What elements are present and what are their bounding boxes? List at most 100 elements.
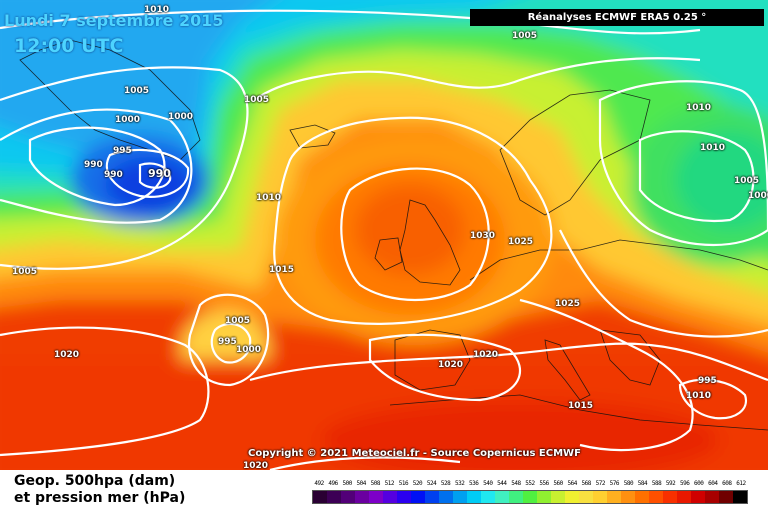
scale-swatch bbox=[313, 491, 327, 503]
isobar-label: 1020 bbox=[54, 350, 80, 360]
scale-label: 548 bbox=[511, 480, 521, 487]
scale-label: 580 bbox=[623, 480, 634, 487]
isobar-lines bbox=[0, 9, 768, 470]
scale-swatch bbox=[383, 491, 397, 503]
isobar-label: 1005 bbox=[734, 176, 760, 186]
scale-label: 592 bbox=[665, 480, 676, 487]
scale-swatch bbox=[481, 491, 495, 503]
scale-label: 528 bbox=[440, 480, 451, 487]
isobar-label: 1010 bbox=[256, 193, 282, 203]
scale-swatch bbox=[467, 491, 481, 503]
scale-label: 500 bbox=[342, 480, 352, 487]
isobar-label: 1025 bbox=[508, 237, 534, 247]
map-time: 12:00 UTC bbox=[14, 35, 124, 57]
isobar-label: 1005 bbox=[225, 316, 251, 326]
scale-label: 552 bbox=[525, 480, 535, 487]
isobar-label: 1015 bbox=[568, 401, 594, 411]
scale-swatch bbox=[397, 491, 411, 503]
scale-swatch bbox=[677, 491, 691, 503]
scale-swatch bbox=[635, 491, 649, 503]
scale-swatch bbox=[663, 491, 677, 503]
isobar-label: 1010 bbox=[144, 5, 170, 15]
scale-swatch bbox=[537, 491, 551, 503]
isobar-label: 1020 bbox=[243, 461, 269, 470]
isobar-label: 1000 bbox=[168, 112, 194, 122]
scale-swatch bbox=[691, 491, 705, 503]
scale-label: 556 bbox=[539, 480, 549, 487]
scale-swatch bbox=[523, 491, 537, 503]
scale-label: 572 bbox=[595, 480, 606, 487]
scale-swatch bbox=[439, 491, 453, 503]
scale-label: 496 bbox=[328, 480, 338, 487]
isobar-label: 990 bbox=[148, 167, 171, 180]
isobar-label: 990 bbox=[84, 160, 103, 170]
scale-label: 560 bbox=[553, 480, 563, 487]
scale-label: 576 bbox=[609, 480, 620, 487]
isobar-label: 1000 bbox=[236, 345, 262, 355]
scale-label: 540 bbox=[483, 480, 493, 487]
isobar-label: 1005 bbox=[12, 267, 38, 277]
scale-swatch bbox=[593, 491, 607, 503]
scale-label: 584 bbox=[637, 480, 648, 487]
scale-swatch bbox=[411, 491, 425, 503]
isobar-label: 1025 bbox=[555, 299, 581, 309]
scale-swatch bbox=[705, 491, 719, 503]
scale-swatch bbox=[509, 491, 523, 503]
color-scale-labels: 492 496 500 504 508 512 516 520 524 528 532 536 540 5… bbox=[312, 480, 748, 489]
scale-swatch bbox=[551, 491, 565, 503]
geopotential-field bbox=[0, 0, 768, 470]
scale-label: 568 bbox=[581, 480, 592, 487]
isobar-label: 995 bbox=[698, 376, 717, 386]
scale-swatch bbox=[425, 491, 439, 503]
scale-swatch bbox=[341, 491, 355, 503]
scale-swatch bbox=[621, 491, 635, 503]
isobar-label: 1020 bbox=[473, 350, 499, 360]
scale-swatch bbox=[607, 491, 621, 503]
scale-label: 600 bbox=[694, 480, 704, 487]
scale-swatch bbox=[495, 491, 509, 503]
map-date: Lundi 7 septembre 2015 bbox=[4, 11, 224, 30]
scale-swatch bbox=[369, 491, 383, 503]
legend-title-geopotential: Geop. 500hpa (dam) bbox=[14, 473, 176, 489]
isobar-label: 1030 bbox=[470, 231, 496, 241]
scale-label: 536 bbox=[469, 480, 479, 487]
isobar-label: 1005 bbox=[244, 95, 270, 105]
scale-label: 608 bbox=[722, 480, 732, 487]
isobar-label: 1005 bbox=[512, 31, 538, 41]
isobar-label: 1000 bbox=[115, 115, 141, 125]
isobar-label: 1000 bbox=[748, 191, 768, 201]
scale-label: 520 bbox=[412, 480, 423, 487]
scale-swatch bbox=[327, 491, 341, 503]
scale-label: 544 bbox=[497, 480, 507, 487]
scale-label: 512 bbox=[384, 480, 395, 487]
isobar-label: 1010 bbox=[686, 391, 712, 401]
isobar-label: 1010 bbox=[686, 103, 712, 113]
isobar-label: 1015 bbox=[269, 265, 295, 275]
scale-swatch bbox=[719, 491, 733, 503]
scale-label: 596 bbox=[679, 480, 690, 487]
scale-swatch bbox=[453, 491, 467, 503]
scale-swatch bbox=[733, 491, 747, 503]
scale-label: 504 bbox=[356, 480, 367, 487]
color-scale-bar bbox=[312, 490, 748, 504]
scale-swatch bbox=[355, 491, 369, 503]
isobar-label: 1020 bbox=[438, 360, 464, 370]
legend-title-pressure: et pression mer (hPa) bbox=[14, 490, 186, 506]
scale-label: 516 bbox=[398, 480, 409, 487]
isobar-label: 1005 bbox=[124, 86, 150, 96]
scale-label: 588 bbox=[651, 480, 662, 487]
scale-label: 564 bbox=[567, 480, 577, 487]
scale-swatch bbox=[649, 491, 663, 503]
scale-label: 492 bbox=[314, 480, 324, 487]
weather-map: Lundi 7 septembre 2015 12:00 UTC Réanaly… bbox=[0, 0, 768, 470]
scale-label: 532 bbox=[454, 480, 465, 487]
isobar-label: 995 bbox=[113, 146, 132, 156]
isobar-label: 995 bbox=[218, 337, 237, 347]
source-label: Réanalyses ECMWF ERA5 0.25 ° bbox=[470, 9, 764, 26]
scale-label: 508 bbox=[370, 480, 381, 487]
scale-swatch bbox=[579, 491, 593, 503]
scale-swatch bbox=[565, 491, 579, 503]
scale-label: 524 bbox=[426, 480, 437, 487]
isobar-label: 990 bbox=[104, 170, 123, 180]
scale-label: 604 bbox=[708, 480, 718, 487]
